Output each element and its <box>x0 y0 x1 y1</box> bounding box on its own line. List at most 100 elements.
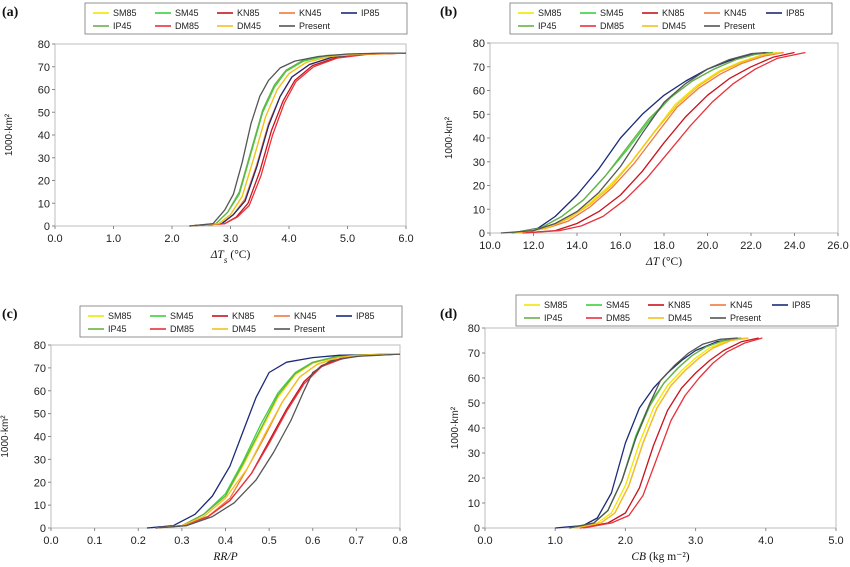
series-line-sm85 <box>511 51 778 234</box>
x-tick-label: 0.8 <box>392 535 407 547</box>
x-tick-label: 12.0 <box>523 240 544 252</box>
series-line-kn85 <box>155 353 401 529</box>
y-tick-label: 50 <box>473 109 485 121</box>
panel-label: (d) <box>440 307 457 322</box>
y-tick-label: 40 <box>34 432 46 444</box>
series-line-present <box>189 52 406 227</box>
y-tick-label: 0 <box>40 523 46 535</box>
x-tick-label: 3.0 <box>223 233 238 245</box>
x-axis-title: ΔTs (°C) <box>210 249 251 265</box>
y-tick-label: 30 <box>34 454 46 466</box>
y-tick-label: 20 <box>38 176 50 188</box>
series-line-present <box>500 51 767 234</box>
series-line-ip85 <box>189 52 407 227</box>
y-tick-label: 60 <box>34 386 46 398</box>
plot-frame <box>50 344 401 529</box>
panel-label: (b) <box>440 5 457 20</box>
y-tick-label: 80 <box>38 39 50 51</box>
series-line-sm85 <box>189 52 407 227</box>
y-tick-label: 30 <box>468 448 480 460</box>
y-tick-label: 80 <box>34 340 46 352</box>
y-tick-label: 40 <box>38 130 50 142</box>
legend-label-kn45: KN45 <box>294 311 317 321</box>
legend-label-present: Present <box>299 21 331 31</box>
legend-label-dm85: DM85 <box>175 21 199 31</box>
series-line-kn45 <box>516 51 784 234</box>
legend-label-kn45: KN45 <box>730 300 753 310</box>
legend-label-dm45: DM45 <box>668 313 692 323</box>
legend-label-ip85: IP85 <box>786 8 805 18</box>
y-tick-label: 0 <box>474 523 480 535</box>
series-line-ip45 <box>569 337 742 529</box>
series-line-dm85 <box>522 51 806 234</box>
y-tick-label: 60 <box>473 86 485 98</box>
series-line-ip85 <box>146 353 401 529</box>
legend-label-ip85: IP85 <box>361 8 380 18</box>
x-tick-label: 18.0 <box>653 240 674 252</box>
x-tick-label: 0.1 <box>87 535 102 547</box>
series-line-sm45 <box>189 52 407 227</box>
y-tick-label: 80 <box>468 323 480 335</box>
y-tick-label: 30 <box>38 153 50 165</box>
legend-label-ip45: IP45 <box>113 21 132 31</box>
x-tick-label: 0.5 <box>261 535 276 547</box>
y-tick-label: 10 <box>473 204 485 216</box>
legend-label-dm45: DM45 <box>237 21 261 31</box>
x-tick-label: 26.0 <box>827 240 848 252</box>
x-tick-label: 16.0 <box>610 240 631 252</box>
x-tick-label: 0.2 <box>131 535 146 547</box>
panel-label: (a) <box>2 5 19 20</box>
y-axis-title: 1000·km² <box>0 415 11 458</box>
series-line-sm45 <box>511 51 773 234</box>
series-line-ip45 <box>511 51 773 234</box>
series-line-ip85 <box>511 51 769 234</box>
x-tick-label: 22.0 <box>740 240 761 252</box>
y-tick-label: 60 <box>38 85 50 97</box>
legend-box <box>509 2 833 35</box>
y-axis-title: 1000·km² <box>444 116 455 159</box>
series-line-dm85 <box>189 52 407 227</box>
legend-box <box>515 294 839 327</box>
y-tick-label: 50 <box>34 409 46 421</box>
legend-label-dm85: DM85 <box>606 313 630 323</box>
series-line-dm45 <box>189 52 407 227</box>
x-tick-label: 0.7 <box>349 535 364 547</box>
series-line-dm45 <box>576 337 749 529</box>
legend-label-kn85: KN85 <box>237 8 260 18</box>
chart-panel-b: 0 10 20 30 40 50 60 70 80 10.0 12.0 14.0 16.0 18.0 20.… <box>440 2 849 268</box>
series-line-sm85 <box>572 337 745 529</box>
y-tick-label: 30 <box>473 157 485 169</box>
series-line-present <box>155 353 401 529</box>
legend-label-ip45: IP45 <box>108 324 127 334</box>
legend-label-sm85: SM85 <box>108 311 132 321</box>
series-line-ip85 <box>555 337 738 529</box>
x-tick-label: 4.0 <box>758 535 773 547</box>
chart-panel-c: 0 10 20 30 40 50 60 70 80 0.0 0.1 0.2 0.3 0.4 0.5 0.6 0.… <box>0 305 408 563</box>
x-tick-label: 0.6 <box>305 535 320 547</box>
legend-box <box>84 2 408 35</box>
legend-label-sm45: SM45 <box>175 8 199 18</box>
series-line-sm45 <box>155 353 401 529</box>
x-tick-label: 6.0 <box>398 233 413 245</box>
x-tick-label: 5.0 <box>340 233 355 245</box>
x-tick-label: 24.0 <box>784 240 805 252</box>
x-axis-title: RR/P <box>212 551 237 563</box>
plot-frame <box>489 42 839 234</box>
series-line-ip45 <box>155 353 401 529</box>
series-line-ip45 <box>189 52 407 227</box>
legend: SM85 SM45 KN85 KN45 IP85 IP45 DM85 DM45 Present <box>515 294 839 327</box>
legend-label-dm45: DM45 <box>662 21 686 31</box>
x-tick-label: 14.0 <box>566 240 587 252</box>
series-line-kn45 <box>189 52 407 227</box>
y-tick-label: 70 <box>34 363 46 375</box>
x-tick-label: 2.0 <box>618 535 633 547</box>
legend-label-sm45: SM45 <box>606 300 630 310</box>
y-tick-label: 0 <box>44 221 50 233</box>
y-tick-label: 40 <box>473 133 485 145</box>
x-axis-title: ΔT (°C) <box>645 256 682 268</box>
series-line-kn85 <box>579 337 759 529</box>
legend-label-ip85: IP85 <box>792 300 811 310</box>
y-tick-label: 0 <box>479 228 485 240</box>
x-tick-label: 20.0 <box>697 240 718 252</box>
legend-label-ip45: IP45 <box>538 21 557 31</box>
